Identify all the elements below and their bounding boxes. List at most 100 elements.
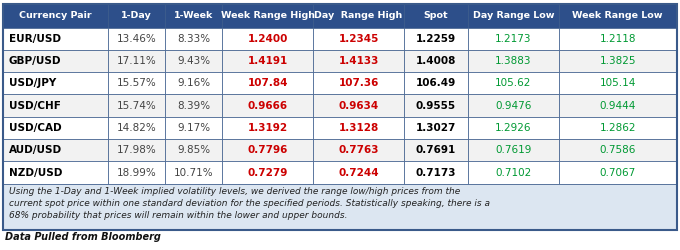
Text: 0.9444: 0.9444: [600, 100, 636, 110]
Bar: [559, 72, 677, 94]
Bar: [468, 162, 559, 184]
Text: 0.9555: 0.9555: [416, 100, 456, 110]
Bar: [107, 162, 165, 184]
Text: 1.2862: 1.2862: [600, 123, 636, 133]
Text: Currency Pair: Currency Pair: [19, 11, 92, 20]
Text: USD/CAD: USD/CAD: [9, 123, 61, 133]
Bar: [559, 139, 677, 162]
Bar: [3, 184, 677, 230]
Text: 8.39%: 8.39%: [177, 100, 210, 110]
Text: 9.16%: 9.16%: [177, 78, 210, 88]
Text: 0.7173: 0.7173: [415, 168, 456, 177]
Bar: [222, 50, 313, 72]
Text: NZD/USD: NZD/USD: [9, 168, 62, 177]
Bar: [404, 28, 468, 50]
Text: Using the 1-Day and 1-Week implied volatility levels, we derived the range low/h: Using the 1-Day and 1-Week implied volat…: [9, 188, 490, 220]
Bar: [3, 50, 107, 72]
Bar: [313, 94, 404, 117]
Text: 17.98%: 17.98%: [116, 145, 156, 155]
Bar: [559, 28, 677, 50]
Bar: [313, 72, 404, 94]
Text: 1.2345: 1.2345: [339, 34, 379, 44]
Text: 1-Week: 1-Week: [174, 11, 214, 20]
Text: 1.2173: 1.2173: [495, 34, 532, 44]
Bar: [313, 28, 404, 50]
Bar: [107, 4, 165, 28]
Bar: [165, 162, 222, 184]
Bar: [468, 139, 559, 162]
Bar: [404, 4, 468, 28]
Text: 107.36: 107.36: [339, 78, 379, 88]
Bar: [222, 28, 313, 50]
Bar: [3, 28, 107, 50]
Bar: [107, 94, 165, 117]
Text: 1.2400: 1.2400: [248, 34, 288, 44]
Text: 0.7067: 0.7067: [600, 168, 636, 177]
Bar: [404, 162, 468, 184]
Bar: [107, 72, 165, 94]
Bar: [404, 50, 468, 72]
Bar: [222, 72, 313, 94]
Text: 1.2259: 1.2259: [416, 34, 456, 44]
Text: 1.3883: 1.3883: [495, 56, 532, 66]
Text: 15.57%: 15.57%: [116, 78, 156, 88]
Bar: [559, 94, 677, 117]
Text: 17.11%: 17.11%: [116, 56, 156, 66]
Text: 18.99%: 18.99%: [116, 168, 156, 177]
Text: 15.74%: 15.74%: [116, 100, 156, 110]
Text: 9.43%: 9.43%: [177, 56, 210, 66]
Text: Spot: Spot: [424, 11, 448, 20]
Bar: [165, 139, 222, 162]
Text: EUR/USD: EUR/USD: [9, 34, 61, 44]
Bar: [468, 28, 559, 50]
Text: 106.49: 106.49: [415, 78, 456, 88]
Bar: [165, 94, 222, 117]
Text: 8.33%: 8.33%: [177, 34, 210, 44]
Text: 107.84: 107.84: [248, 78, 288, 88]
Text: 14.82%: 14.82%: [116, 123, 156, 133]
Bar: [313, 4, 404, 28]
Bar: [222, 94, 313, 117]
Text: Day Range Low: Day Range Low: [473, 11, 554, 20]
Bar: [3, 162, 107, 184]
Bar: [559, 117, 677, 139]
Bar: [3, 72, 107, 94]
Bar: [559, 162, 677, 184]
Text: 1.3128: 1.3128: [339, 123, 379, 133]
Text: 1.3192: 1.3192: [248, 123, 288, 133]
Bar: [222, 139, 313, 162]
Text: 0.7796: 0.7796: [248, 145, 288, 155]
Bar: [165, 28, 222, 50]
Text: 1.3027: 1.3027: [415, 123, 456, 133]
Bar: [3, 4, 107, 28]
Text: 0.7763: 0.7763: [338, 145, 379, 155]
Bar: [468, 94, 559, 117]
Bar: [165, 72, 222, 94]
Text: USD/CHF: USD/CHF: [9, 100, 61, 110]
Text: 0.9666: 0.9666: [248, 100, 288, 110]
Text: 0.7244: 0.7244: [338, 168, 379, 177]
Text: 1.4008: 1.4008: [415, 56, 456, 66]
Bar: [3, 94, 107, 117]
Text: Week Range High: Week Range High: [220, 11, 315, 20]
Bar: [165, 50, 222, 72]
Bar: [468, 50, 559, 72]
Text: 0.7619: 0.7619: [495, 145, 532, 155]
Bar: [313, 117, 404, 139]
Bar: [107, 139, 165, 162]
Text: 105.62: 105.62: [495, 78, 532, 88]
Bar: [559, 50, 677, 72]
Text: 9.17%: 9.17%: [177, 123, 210, 133]
Text: Week Range Low: Week Range Low: [573, 11, 663, 20]
Text: 10.71%: 10.71%: [174, 168, 214, 177]
Text: 13.46%: 13.46%: [116, 34, 156, 44]
Bar: [107, 50, 165, 72]
Bar: [165, 4, 222, 28]
Bar: [313, 50, 404, 72]
Text: 9.85%: 9.85%: [177, 145, 210, 155]
Bar: [107, 117, 165, 139]
Text: 1.4191: 1.4191: [248, 56, 288, 66]
Text: 1.2118: 1.2118: [600, 34, 636, 44]
Text: 0.7102: 0.7102: [495, 168, 532, 177]
Bar: [222, 117, 313, 139]
